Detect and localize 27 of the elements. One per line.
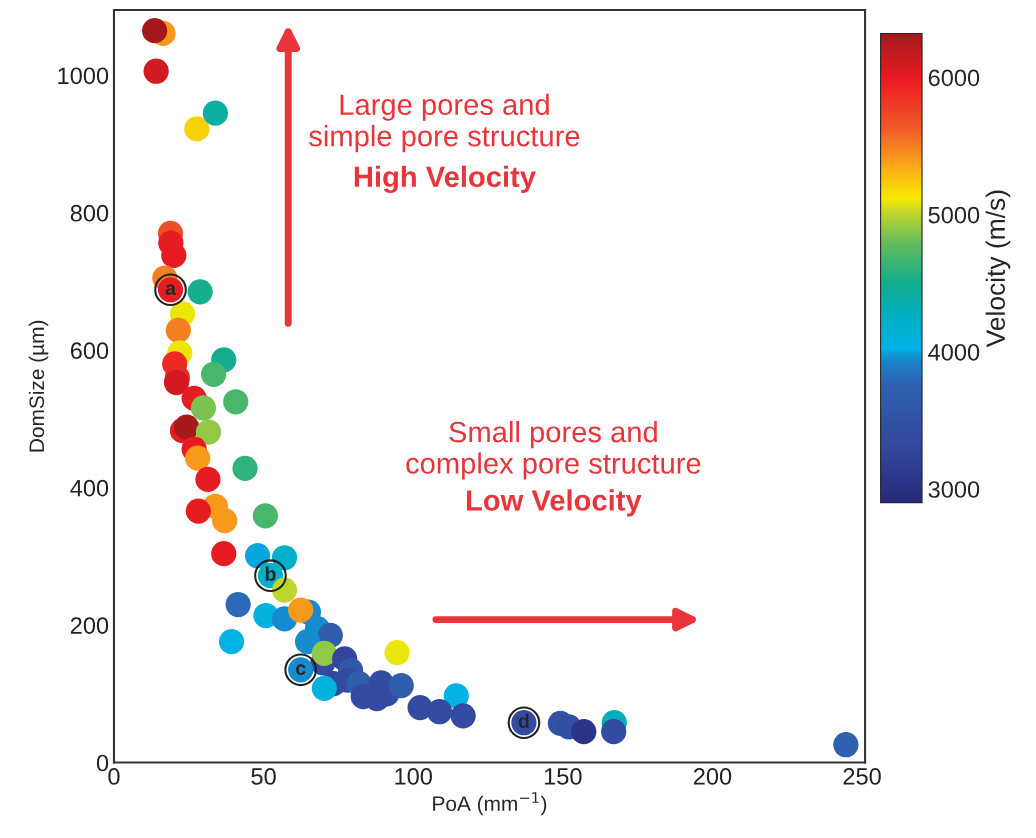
x-tick-label: 150 [544, 768, 582, 785]
color-bar-label: 5000 [928, 206, 980, 224]
annotation: a [165, 284, 177, 295]
y-tick-label: 800 [70, 204, 109, 222]
y-tick-label: 0 [96, 754, 109, 772]
annotation: Low Velocity [466, 489, 642, 517]
y-tick-label: 1000 [58, 67, 109, 85]
y-axis-title: DomSize (µm) [28, 320, 49, 452]
x-tick-label: 200 [693, 768, 732, 785]
x-tick-label: 100 [395, 768, 432, 785]
x-tick-label: 250 [843, 768, 881, 785]
x-axis-title: PoA (mm$^{−1}$) [433, 792, 547, 816]
color-bar-label: 6000 [928, 69, 980, 87]
color-bar-title: Velocity (m/s) [985, 190, 1011, 348]
x-tick-label: 0 [108, 768, 120, 785]
y-tick-label: 400 [70, 479, 109, 497]
annotation: b [265, 566, 276, 581]
y-tick-label: 600 [70, 342, 109, 360]
annotation: High Velocity [354, 165, 536, 194]
color-bar-label: 3000 [928, 481, 980, 498]
annotation: Small pores and complex pore structure [406, 420, 701, 480]
annotation: d [518, 713, 529, 728]
color-bar-label: 4000 [928, 343, 980, 361]
annotation: c [296, 664, 306, 676]
y-tick-label: 200 [70, 617, 109, 634]
x-tick-label: 50 [251, 768, 276, 785]
annotation: Large pores and simple pore structure [309, 93, 580, 153]
